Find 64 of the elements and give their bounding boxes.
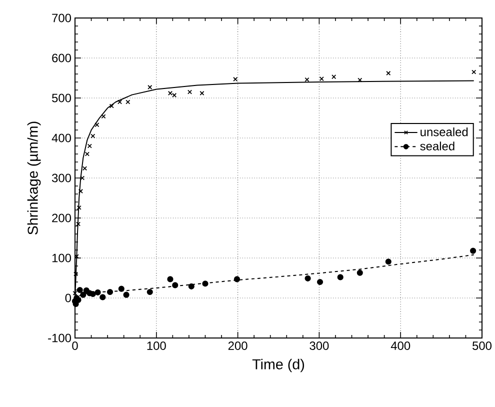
legend-label: sealed	[420, 142, 454, 150]
point	[337, 274, 344, 280]
point	[123, 292, 130, 298]
x-axis-title: Time (d)	[252, 358, 304, 372]
point	[94, 289, 101, 296]
point	[101, 114, 106, 119]
point	[386, 70, 391, 76]
x-tick-label: 300	[310, 342, 329, 350]
point	[319, 76, 324, 82]
point	[304, 275, 311, 282]
point	[80, 176, 85, 180]
point	[332, 74, 336, 80]
y-tick-label: 300	[52, 174, 72, 182]
point	[168, 90, 173, 96]
point	[117, 100, 122, 104]
y-axis-title: Shrinkage (µm/m)	[27, 122, 41, 234]
point	[233, 76, 238, 82]
point	[76, 205, 82, 210]
point	[78, 188, 83, 194]
point	[148, 84, 152, 90]
point	[172, 282, 178, 288]
y-tick-label: 100	[52, 254, 72, 262]
point	[385, 258, 392, 265]
y-tick-label: -100	[48, 334, 72, 342]
point	[187, 90, 192, 94]
y-tick-label: 500	[52, 94, 72, 102]
y-tick-label: 200	[52, 214, 72, 222]
point	[202, 280, 208, 287]
point	[316, 278, 324, 286]
point	[80, 292, 86, 298]
x-tick-label: 200	[228, 342, 248, 350]
point	[76, 286, 83, 294]
point	[200, 90, 204, 96]
point	[82, 166, 88, 171]
point	[356, 270, 363, 276]
point	[126, 100, 130, 104]
point	[72, 290, 78, 296]
y-tick-label: 600	[52, 54, 72, 62]
point	[84, 152, 90, 156]
x-tick-label: 400	[390, 342, 410, 350]
point	[304, 77, 310, 82]
x-tick-label: 0	[72, 342, 78, 350]
point	[472, 70, 476, 74]
y-tick-label: 700	[52, 14, 72, 22]
point	[118, 286, 124, 292]
x-tick-label: 100	[147, 342, 166, 350]
point	[188, 283, 194, 290]
point	[87, 144, 92, 148]
y-tick-label: 0	[65, 294, 72, 302]
point	[358, 78, 362, 82]
point	[167, 276, 174, 282]
point	[234, 276, 240, 282]
point	[109, 104, 114, 108]
point	[146, 288, 153, 296]
point	[94, 122, 100, 128]
point	[76, 222, 81, 226]
point	[90, 134, 96, 138]
legend-label: unsealed	[420, 127, 468, 136]
y-tick-label: 400	[52, 134, 72, 142]
point	[90, 290, 96, 298]
point	[106, 288, 114, 296]
point	[470, 248, 476, 254]
x-tick-label: 500	[472, 342, 492, 350]
point	[100, 294, 106, 300]
